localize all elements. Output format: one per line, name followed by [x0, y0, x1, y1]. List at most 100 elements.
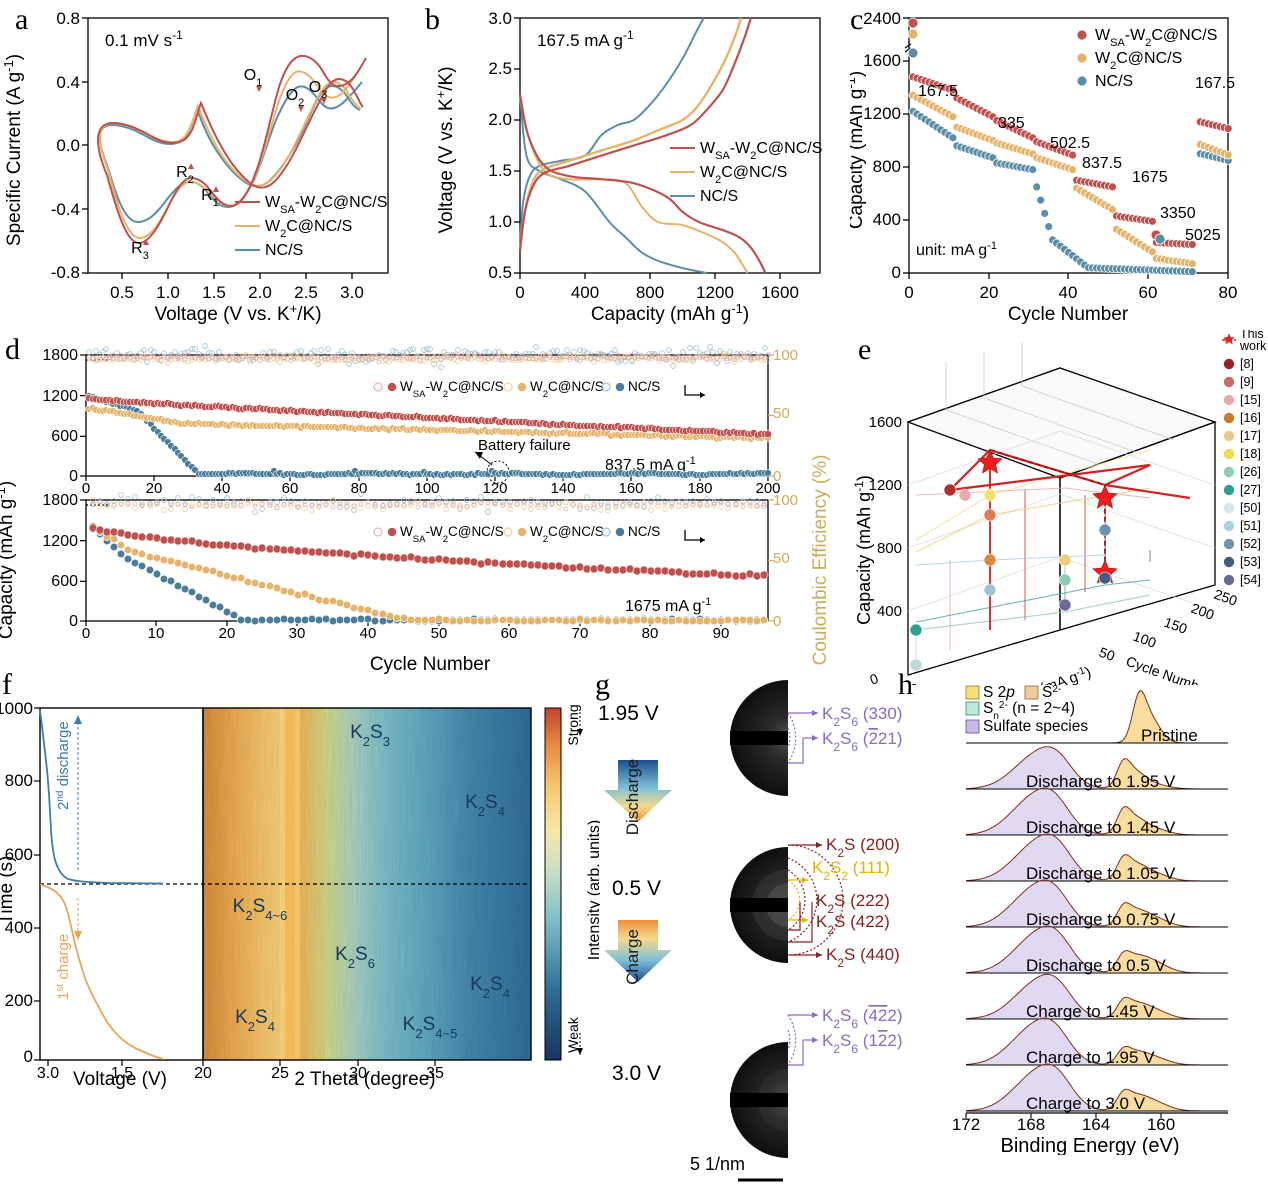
svg-text:[9]: [9]: [1240, 375, 1254, 389]
svg-text:60: 60: [282, 480, 299, 497]
svg-text:Binding Energy (eV): Binding Energy (eV): [1001, 1135, 1180, 1155]
svg-text:Capacity (mAh g-1): Capacity (mAh g-1): [850, 71, 867, 229]
svg-text:50: 50: [431, 625, 448, 642]
svg-text:20: 20: [980, 283, 999, 302]
svg-text:600: 600: [51, 428, 78, 445]
svg-text:W2C@NC/S: W2C@NC/S: [530, 379, 604, 400]
svg-text:70: 70: [572, 625, 589, 642]
svg-text:2400: 2400: [863, 9, 901, 28]
svg-text:3.0: 3.0: [488, 9, 512, 28]
svg-text:50: 50: [773, 405, 790, 422]
svg-text:837.5: 837.5: [1082, 155, 1122, 172]
svg-text:0.5: 0.5: [488, 263, 512, 282]
svg-text:unit: mA g-1: unit: mA g-1: [916, 240, 997, 259]
svg-text:Weak: Weak: [565, 1016, 581, 1053]
svg-text:1.95 V: 1.95 V: [598, 702, 659, 725]
svg-text:[50]: [50]: [1240, 501, 1261, 515]
svg-text:[18]: [18]: [1240, 447, 1261, 461]
svg-text:0: 0: [82, 625, 90, 642]
svg-text:2.0: 2.0: [488, 110, 512, 129]
svg-text:Capacity (mAh g-1): Capacity (mAh g-1): [591, 301, 749, 326]
svg-text:0: 0: [773, 613, 781, 630]
svg-text:0.5 V: 0.5 V: [612, 877, 661, 900]
svg-text:Voltage (V vs. K+/K): Voltage (V vs. K+/K): [154, 301, 321, 326]
svg-text:[52]: [52]: [1240, 537, 1261, 551]
svg-text:0: 0: [904, 283, 913, 302]
svg-text:20: 20: [194, 1065, 212, 1082]
svg-text:WSA-W2C@NC/S: WSA-W2C@NC/S: [400, 524, 504, 545]
svg-text:3.0: 3.0: [37, 1065, 59, 1082]
svg-text:100: 100: [1131, 628, 1159, 651]
svg-text:S2-: S2-: [1042, 684, 1061, 702]
svg-text:2 Theta (degree): 2 Theta (degree): [294, 1069, 435, 1090]
svg-text:K2S (422): K2S (422): [816, 912, 890, 937]
svg-text:800: 800: [636, 283, 664, 302]
svg-text:80: 80: [642, 625, 659, 642]
svg-text:S 2p: S 2p: [983, 684, 1015, 701]
svg-text:0: 0: [82, 480, 90, 497]
svg-text:0: 0: [892, 263, 901, 282]
svg-text:180: 180: [687, 480, 712, 497]
svg-text:[53]: [53]: [1240, 555, 1261, 569]
svg-text:W2C@NC/S: W2C@NC/S: [700, 164, 787, 186]
svg-text:5025: 5025: [1185, 227, 1221, 244]
svg-text:2nd discharge: 2nd discharge: [55, 721, 73, 810]
svg-text:0.1 mV s-1: 0.1 mV s-1: [105, 28, 183, 50]
svg-text:[15]: [15]: [1240, 393, 1261, 407]
svg-text:WSA-W2C@NC/S: WSA-W2C@NC/S: [265, 194, 387, 216]
svg-text:work: work: [1239, 339, 1267, 353]
svg-text:W2C@NC/S: W2C@NC/S: [530, 524, 604, 545]
svg-text:Coulombic Efficiency (%): Coulombic Efficiency (%): [810, 455, 831, 666]
svg-text:30: 30: [289, 625, 306, 642]
svg-text:150: 150: [1162, 614, 1190, 637]
svg-text:0: 0: [515, 283, 524, 302]
svg-text:1600: 1600: [761, 283, 799, 302]
svg-text:K2S (440): K2S (440): [826, 945, 900, 970]
svg-text:[51]: [51]: [1240, 519, 1261, 533]
svg-text:-0.8: -0.8: [51, 263, 80, 282]
svg-text:200: 200: [5, 991, 33, 1010]
svg-text:335: 335: [998, 115, 1025, 132]
svg-text:NC/S: NC/S: [628, 524, 660, 539]
svg-text:400: 400: [877, 603, 902, 620]
svg-text:Charge: Charge: [623, 929, 642, 985]
svg-text:1.5: 1.5: [202, 283, 226, 302]
svg-text:[27]: [27]: [1240, 483, 1261, 497]
svg-text:2.0: 2.0: [248, 283, 272, 302]
svg-text:140: 140: [550, 480, 575, 497]
svg-text:1200: 1200: [863, 104, 901, 123]
svg-text:0: 0: [69, 468, 78, 485]
svg-text:167.5 mA g-1: 167.5 mA g-1: [537, 28, 634, 50]
svg-text:40: 40: [214, 480, 231, 497]
svg-text:2.5: 2.5: [294, 283, 318, 302]
svg-text:10: 10: [148, 625, 165, 642]
svg-text:200: 200: [1189, 600, 1217, 623]
svg-text:Pristine: Pristine: [1141, 726, 1198, 745]
svg-text:3350: 3350: [1160, 205, 1196, 222]
svg-text:WSA-W2C@NC/S: WSA-W2C@NC/S: [400, 379, 504, 400]
svg-text:167.5: 167.5: [1195, 75, 1235, 92]
svg-text:1675 mA g-1: 1675 mA g-1: [625, 596, 711, 615]
svg-text:40: 40: [360, 625, 377, 642]
svg-text:250: 250: [1212, 586, 1240, 609]
svg-text:1800: 1800: [42, 347, 78, 364]
svg-text:1200: 1200: [42, 533, 78, 550]
svg-text:167.5: 167.5: [918, 83, 958, 100]
svg-text:1000: 1000: [0, 699, 33, 718]
svg-text:WSA-W2C@NC/S: WSA-W2C@NC/S: [700, 140, 822, 162]
svg-text:Strong: Strong: [565, 704, 581, 745]
svg-text:Voltage (V): Voltage (V): [73, 1069, 167, 1090]
svg-text:2.5: 2.5: [488, 59, 512, 78]
svg-text:0: 0: [24, 1047, 33, 1066]
svg-text:1.0: 1.0: [156, 283, 180, 302]
svg-text:K2S2 (111): K2S2 (111): [812, 858, 890, 883]
svg-text:0: 0: [773, 468, 781, 485]
svg-text:NC/S: NC/S: [1095, 73, 1133, 90]
svg-text:WSA-W2C@NC/S: WSA-W2C@NC/S: [1095, 27, 1217, 49]
svg-text:W2C@NC/S: W2C@NC/S: [1095, 50, 1182, 72]
svg-text:20: 20: [219, 625, 236, 642]
svg-text:Battery failure: Battery failure: [478, 437, 571, 454]
svg-text:400: 400: [873, 210, 901, 229]
svg-text:O1: O1: [244, 67, 263, 89]
svg-text:[26]: [26]: [1240, 465, 1261, 479]
